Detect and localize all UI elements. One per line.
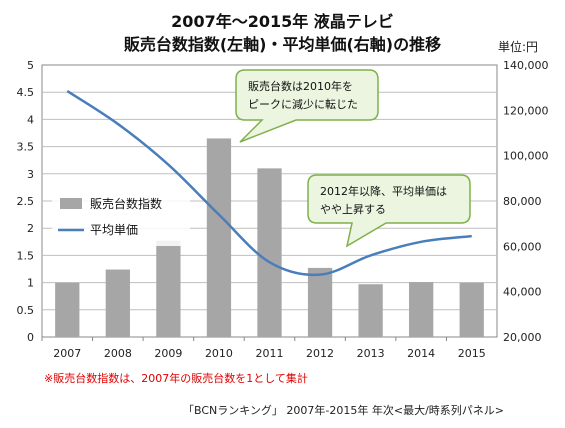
source-note: 「BCNランキング」 2007年-2015年 年次<最大/時系列パネル> <box>183 404 505 417</box>
left-axis-tick-label: 3 <box>27 168 34 181</box>
x-axis-tick-label: 2010 <box>205 347 233 360</box>
left-axis-tick-label: 0 <box>27 331 34 344</box>
x-axis-tick-label: 2013 <box>357 347 385 360</box>
legend-background <box>52 188 190 246</box>
bar <box>105 269 130 337</box>
right-axis-tick-label: 20,000 <box>503 331 542 344</box>
x-axis-tick-label: 2009 <box>154 347 182 360</box>
callout-price-text: 2012年以降、平均単価は <box>320 184 447 198</box>
legend-label-bar: 販売台数指数 <box>90 196 162 211</box>
bar <box>358 284 383 337</box>
callout-peak-text: 販売台数は2010年を <box>248 79 353 93</box>
right-axis-unit-label: 単位:円 <box>498 40 539 54</box>
line-layer <box>66 90 472 277</box>
legend-bar-swatch <box>60 198 82 209</box>
right-axis-tick-label: 140,000 <box>503 59 549 72</box>
left-axis-tick-label: 0.5 <box>17 304 35 317</box>
callout-peak <box>235 69 379 143</box>
right-axis-tick-label: 100,000 <box>503 150 549 163</box>
right-axis-tick-label: 60,000 <box>503 240 542 253</box>
left-axis-tick-label: 2.5 <box>17 195 35 208</box>
right-axis-tick-label: 80,000 <box>503 195 542 208</box>
left-axis-tick-label: 3.5 <box>17 141 35 154</box>
bar <box>55 282 80 337</box>
axis-layer: 0 0.5 1 1.5 2 2.5 3 3.5 4 4.5 5 20,000 40,000 60,000 8… <box>17 59 549 360</box>
left-axis-tick-label: 1 <box>27 277 34 290</box>
x-axis-tick-label: 2011 <box>256 347 284 360</box>
left-axis-tick-label: 1.5 <box>17 249 35 262</box>
left-axis-tick-label: 4 <box>27 113 34 126</box>
bar <box>459 282 484 337</box>
callout-price <box>307 174 471 248</box>
bar-layer <box>55 138 484 337</box>
right-axis-tick-label: 40,000 <box>503 286 542 299</box>
x-axis-tick-label: 2012 <box>306 347 334 360</box>
x-axis-tick-label: 2007 <box>53 347 81 360</box>
x-axis-tick-label: 2015 <box>458 347 486 360</box>
x-axis-tick-label: 2008 <box>104 347 132 360</box>
bar <box>257 168 282 337</box>
bar <box>156 240 181 337</box>
price-line <box>66 90 472 277</box>
chart-title-line2: 販売台数指数(左軸)・平均単価(右軸)の推移 <box>123 35 442 54</box>
right-axis-tick-label: 120,000 <box>503 104 549 117</box>
bar <box>409 282 434 337</box>
bar <box>206 138 232 337</box>
legend-label-line: 平均単価 <box>90 223 138 237</box>
left-axis-tick-label: 4.5 <box>17 86 35 99</box>
callout-peak-text: ピークに減少に転じた <box>248 97 358 111</box>
footnote: ※販売台数指数は、2007年の販売台数を1として集計 <box>44 372 308 385</box>
left-axis-tick-label: 5 <box>27 59 34 72</box>
left-axis-tick-label: 2 <box>27 222 34 235</box>
x-axis-tick-label: 2014 <box>407 347 435 360</box>
bar <box>307 267 333 337</box>
callout-price-text: やや上昇する <box>320 203 386 216</box>
chart-title-line1: 2007年～2015年 液晶テレビ <box>171 12 394 31</box>
